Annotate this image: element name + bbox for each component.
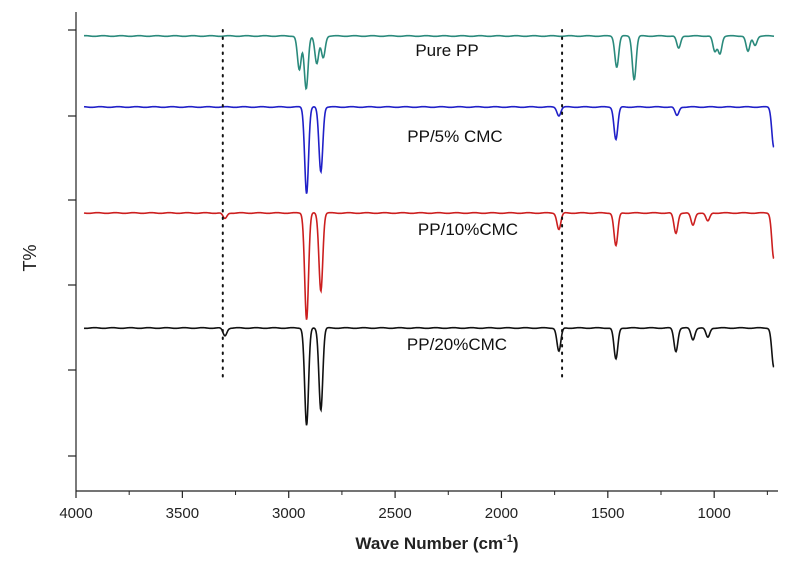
x-tick-label: 2000 (485, 505, 518, 522)
x-tick-label: 4000 (59, 505, 92, 522)
x-ticks: 4000 3500 3000 2500 2000 1500 1000 (59, 491, 768, 522)
x-tick-label: 3000 (272, 505, 305, 522)
x-axis-title-close: ) (513, 534, 519, 553)
series-label-1: Pure PP (415, 41, 478, 60)
x-tick-label: 2500 (378, 505, 411, 522)
series-labels: Pure PP PP/5% CMC PP/10%CMC PP/20%CMC (407, 41, 518, 354)
x-axis-title-main: Wave Number (cm (355, 534, 503, 553)
series-label-2: PP/5% CMC (407, 127, 502, 146)
reference-lines (221, 29, 564, 379)
series-line-3 (83, 211, 775, 320)
series-line-1 (83, 34, 775, 91)
series-label-4: PP/20%CMC (407, 335, 507, 354)
series-layer (83, 34, 775, 426)
y-axis-title: T% (20, 245, 40, 272)
x-tick-label: 3500 (166, 505, 199, 522)
x-tick-label: 1500 (591, 505, 624, 522)
x-tick-label: 1000 (697, 505, 730, 522)
series-label-3: PP/10%CMC (418, 220, 518, 239)
x-axis-title: Wave Number (cm-1) (355, 533, 518, 553)
series-line-4 (83, 326, 775, 426)
x-axis-title-superscript: -1 (503, 533, 513, 545)
y-ticks (68, 29, 76, 457)
series-line-2 (83, 105, 775, 194)
axes (75, 12, 778, 492)
